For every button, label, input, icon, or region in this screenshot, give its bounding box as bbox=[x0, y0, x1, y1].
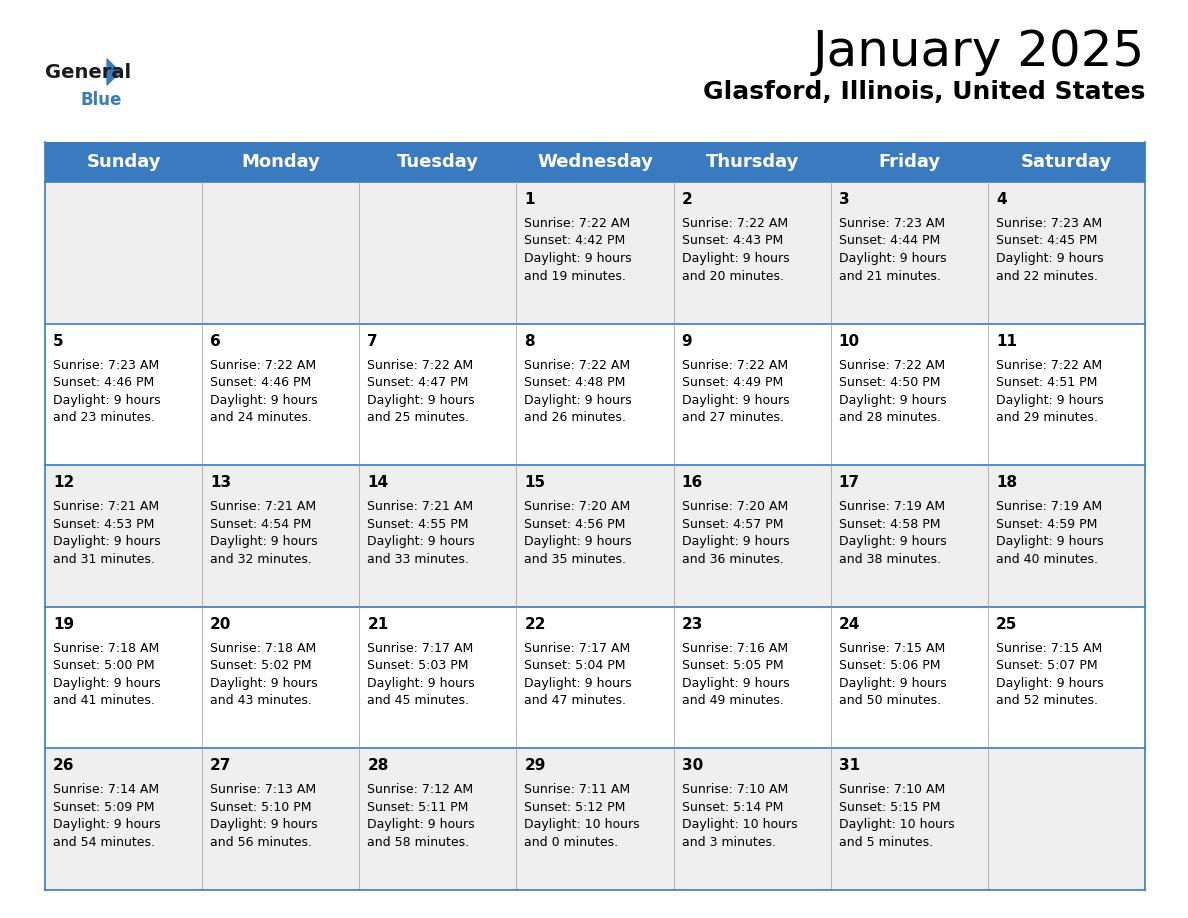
Text: Sunrise: 7:21 AM
Sunset: 4:53 PM
Daylight: 9 hours
and 31 minutes.: Sunrise: 7:21 AM Sunset: 4:53 PM Dayligh… bbox=[53, 500, 160, 565]
Text: Sunrise: 7:15 AM
Sunset: 5:06 PM
Daylight: 9 hours
and 50 minutes.: Sunrise: 7:15 AM Sunset: 5:06 PM Dayligh… bbox=[839, 642, 947, 707]
Text: 27: 27 bbox=[210, 758, 232, 773]
Text: 17: 17 bbox=[839, 476, 860, 490]
Text: Sunrise: 7:17 AM
Sunset: 5:03 PM
Daylight: 9 hours
and 45 minutes.: Sunrise: 7:17 AM Sunset: 5:03 PM Dayligh… bbox=[367, 642, 475, 707]
Text: Sunrise: 7:22 AM
Sunset: 4:50 PM
Daylight: 9 hours
and 28 minutes.: Sunrise: 7:22 AM Sunset: 4:50 PM Dayligh… bbox=[839, 359, 947, 424]
Text: 3: 3 bbox=[839, 192, 849, 207]
Text: Sunrise: 7:15 AM
Sunset: 5:07 PM
Daylight: 9 hours
and 52 minutes.: Sunrise: 7:15 AM Sunset: 5:07 PM Dayligh… bbox=[996, 642, 1104, 707]
Text: 21: 21 bbox=[367, 617, 388, 632]
Text: 4: 4 bbox=[996, 192, 1006, 207]
Text: Sunrise: 7:21 AM
Sunset: 4:54 PM
Daylight: 9 hours
and 32 minutes.: Sunrise: 7:21 AM Sunset: 4:54 PM Dayligh… bbox=[210, 500, 317, 565]
Text: Sunrise: 7:16 AM
Sunset: 5:05 PM
Daylight: 9 hours
and 49 minutes.: Sunrise: 7:16 AM Sunset: 5:05 PM Dayligh… bbox=[682, 642, 789, 707]
Text: Sunrise: 7:17 AM
Sunset: 5:04 PM
Daylight: 9 hours
and 47 minutes.: Sunrise: 7:17 AM Sunset: 5:04 PM Dayligh… bbox=[524, 642, 632, 707]
Text: Blue: Blue bbox=[80, 91, 121, 109]
Text: Sunrise: 7:19 AM
Sunset: 4:58 PM
Daylight: 9 hours
and 38 minutes.: Sunrise: 7:19 AM Sunset: 4:58 PM Dayligh… bbox=[839, 500, 947, 565]
Text: 12: 12 bbox=[53, 476, 74, 490]
Text: 11: 11 bbox=[996, 333, 1017, 349]
Text: 22: 22 bbox=[524, 617, 546, 632]
Text: January 2025: January 2025 bbox=[813, 28, 1145, 76]
Text: Tuesday: Tuesday bbox=[397, 153, 479, 171]
Bar bbox=[45, 465, 1145, 607]
Text: 10: 10 bbox=[839, 333, 860, 349]
Bar bbox=[45, 142, 1145, 182]
Text: Sunrise: 7:14 AM
Sunset: 5:09 PM
Daylight: 9 hours
and 54 minutes.: Sunrise: 7:14 AM Sunset: 5:09 PM Dayligh… bbox=[53, 783, 160, 849]
Text: 7: 7 bbox=[367, 333, 378, 349]
Text: 5: 5 bbox=[53, 333, 64, 349]
Text: 1: 1 bbox=[524, 192, 535, 207]
Bar bbox=[45, 607, 1145, 748]
Bar bbox=[45, 182, 1145, 324]
Text: Sunrise: 7:13 AM
Sunset: 5:10 PM
Daylight: 9 hours
and 56 minutes.: Sunrise: 7:13 AM Sunset: 5:10 PM Dayligh… bbox=[210, 783, 317, 849]
Text: Sunrise: 7:20 AM
Sunset: 4:56 PM
Daylight: 9 hours
and 35 minutes.: Sunrise: 7:20 AM Sunset: 4:56 PM Dayligh… bbox=[524, 500, 632, 565]
Text: 19: 19 bbox=[53, 617, 74, 632]
Text: Sunrise: 7:10 AM
Sunset: 5:15 PM
Daylight: 10 hours
and 5 minutes.: Sunrise: 7:10 AM Sunset: 5:15 PM Dayligh… bbox=[839, 783, 954, 849]
Text: 29: 29 bbox=[524, 758, 545, 773]
Text: Sunrise: 7:12 AM
Sunset: 5:11 PM
Daylight: 9 hours
and 58 minutes.: Sunrise: 7:12 AM Sunset: 5:11 PM Dayligh… bbox=[367, 783, 475, 849]
Text: 25: 25 bbox=[996, 617, 1017, 632]
Bar bbox=[45, 324, 1145, 465]
Text: General: General bbox=[45, 62, 131, 82]
Text: 14: 14 bbox=[367, 476, 388, 490]
Text: 26: 26 bbox=[53, 758, 75, 773]
Text: Sunrise: 7:18 AM
Sunset: 5:00 PM
Daylight: 9 hours
and 41 minutes.: Sunrise: 7:18 AM Sunset: 5:00 PM Dayligh… bbox=[53, 642, 160, 707]
Text: Sunrise: 7:21 AM
Sunset: 4:55 PM
Daylight: 9 hours
and 33 minutes.: Sunrise: 7:21 AM Sunset: 4:55 PM Dayligh… bbox=[367, 500, 475, 565]
Text: Monday: Monday bbox=[241, 153, 320, 171]
Text: 23: 23 bbox=[682, 617, 703, 632]
Text: Friday: Friday bbox=[878, 153, 941, 171]
Text: Sunrise: 7:22 AM
Sunset: 4:51 PM
Daylight: 9 hours
and 29 minutes.: Sunrise: 7:22 AM Sunset: 4:51 PM Dayligh… bbox=[996, 359, 1104, 424]
Text: Sunrise: 7:11 AM
Sunset: 5:12 PM
Daylight: 10 hours
and 0 minutes.: Sunrise: 7:11 AM Sunset: 5:12 PM Dayligh… bbox=[524, 783, 640, 849]
Text: 8: 8 bbox=[524, 333, 535, 349]
Text: 15: 15 bbox=[524, 476, 545, 490]
Text: 24: 24 bbox=[839, 617, 860, 632]
Text: Sunrise: 7:22 AM
Sunset: 4:43 PM
Daylight: 9 hours
and 20 minutes.: Sunrise: 7:22 AM Sunset: 4:43 PM Dayligh… bbox=[682, 217, 789, 283]
Text: Glasford, Illinois, United States: Glasford, Illinois, United States bbox=[702, 80, 1145, 104]
Text: Sunrise: 7:23 AM
Sunset: 4:45 PM
Daylight: 9 hours
and 22 minutes.: Sunrise: 7:23 AM Sunset: 4:45 PM Dayligh… bbox=[996, 217, 1104, 283]
Text: 13: 13 bbox=[210, 476, 232, 490]
Text: 6: 6 bbox=[210, 333, 221, 349]
Text: 30: 30 bbox=[682, 758, 703, 773]
Text: Sunrise: 7:22 AM
Sunset: 4:46 PM
Daylight: 9 hours
and 24 minutes.: Sunrise: 7:22 AM Sunset: 4:46 PM Dayligh… bbox=[210, 359, 317, 424]
Text: 31: 31 bbox=[839, 758, 860, 773]
Polygon shape bbox=[107, 59, 120, 85]
Text: 28: 28 bbox=[367, 758, 388, 773]
Text: Sunrise: 7:23 AM
Sunset: 4:44 PM
Daylight: 9 hours
and 21 minutes.: Sunrise: 7:23 AM Sunset: 4:44 PM Dayligh… bbox=[839, 217, 947, 283]
Text: Sunrise: 7:20 AM
Sunset: 4:57 PM
Daylight: 9 hours
and 36 minutes.: Sunrise: 7:20 AM Sunset: 4:57 PM Dayligh… bbox=[682, 500, 789, 565]
Text: 2: 2 bbox=[682, 192, 693, 207]
Text: Sunrise: 7:19 AM
Sunset: 4:59 PM
Daylight: 9 hours
and 40 minutes.: Sunrise: 7:19 AM Sunset: 4:59 PM Dayligh… bbox=[996, 500, 1104, 565]
Text: Sunday: Sunday bbox=[87, 153, 160, 171]
Text: 16: 16 bbox=[682, 476, 703, 490]
Text: Sunrise: 7:22 AM
Sunset: 4:49 PM
Daylight: 9 hours
and 27 minutes.: Sunrise: 7:22 AM Sunset: 4:49 PM Dayligh… bbox=[682, 359, 789, 424]
Text: Thursday: Thursday bbox=[706, 153, 798, 171]
Bar bbox=[45, 748, 1145, 890]
Text: Wednesday: Wednesday bbox=[537, 153, 653, 171]
Text: 9: 9 bbox=[682, 333, 693, 349]
Text: Sunrise: 7:22 AM
Sunset: 4:42 PM
Daylight: 9 hours
and 19 minutes.: Sunrise: 7:22 AM Sunset: 4:42 PM Dayligh… bbox=[524, 217, 632, 283]
Text: Sunrise: 7:18 AM
Sunset: 5:02 PM
Daylight: 9 hours
and 43 minutes.: Sunrise: 7:18 AM Sunset: 5:02 PM Dayligh… bbox=[210, 642, 317, 707]
Text: Saturday: Saturday bbox=[1020, 153, 1112, 171]
Text: Sunrise: 7:22 AM
Sunset: 4:47 PM
Daylight: 9 hours
and 25 minutes.: Sunrise: 7:22 AM Sunset: 4:47 PM Dayligh… bbox=[367, 359, 475, 424]
Text: 20: 20 bbox=[210, 617, 232, 632]
Text: Sunrise: 7:23 AM
Sunset: 4:46 PM
Daylight: 9 hours
and 23 minutes.: Sunrise: 7:23 AM Sunset: 4:46 PM Dayligh… bbox=[53, 359, 160, 424]
Text: 18: 18 bbox=[996, 476, 1017, 490]
Text: Sunrise: 7:10 AM
Sunset: 5:14 PM
Daylight: 10 hours
and 3 minutes.: Sunrise: 7:10 AM Sunset: 5:14 PM Dayligh… bbox=[682, 783, 797, 849]
Text: Sunrise: 7:22 AM
Sunset: 4:48 PM
Daylight: 9 hours
and 26 minutes.: Sunrise: 7:22 AM Sunset: 4:48 PM Dayligh… bbox=[524, 359, 632, 424]
